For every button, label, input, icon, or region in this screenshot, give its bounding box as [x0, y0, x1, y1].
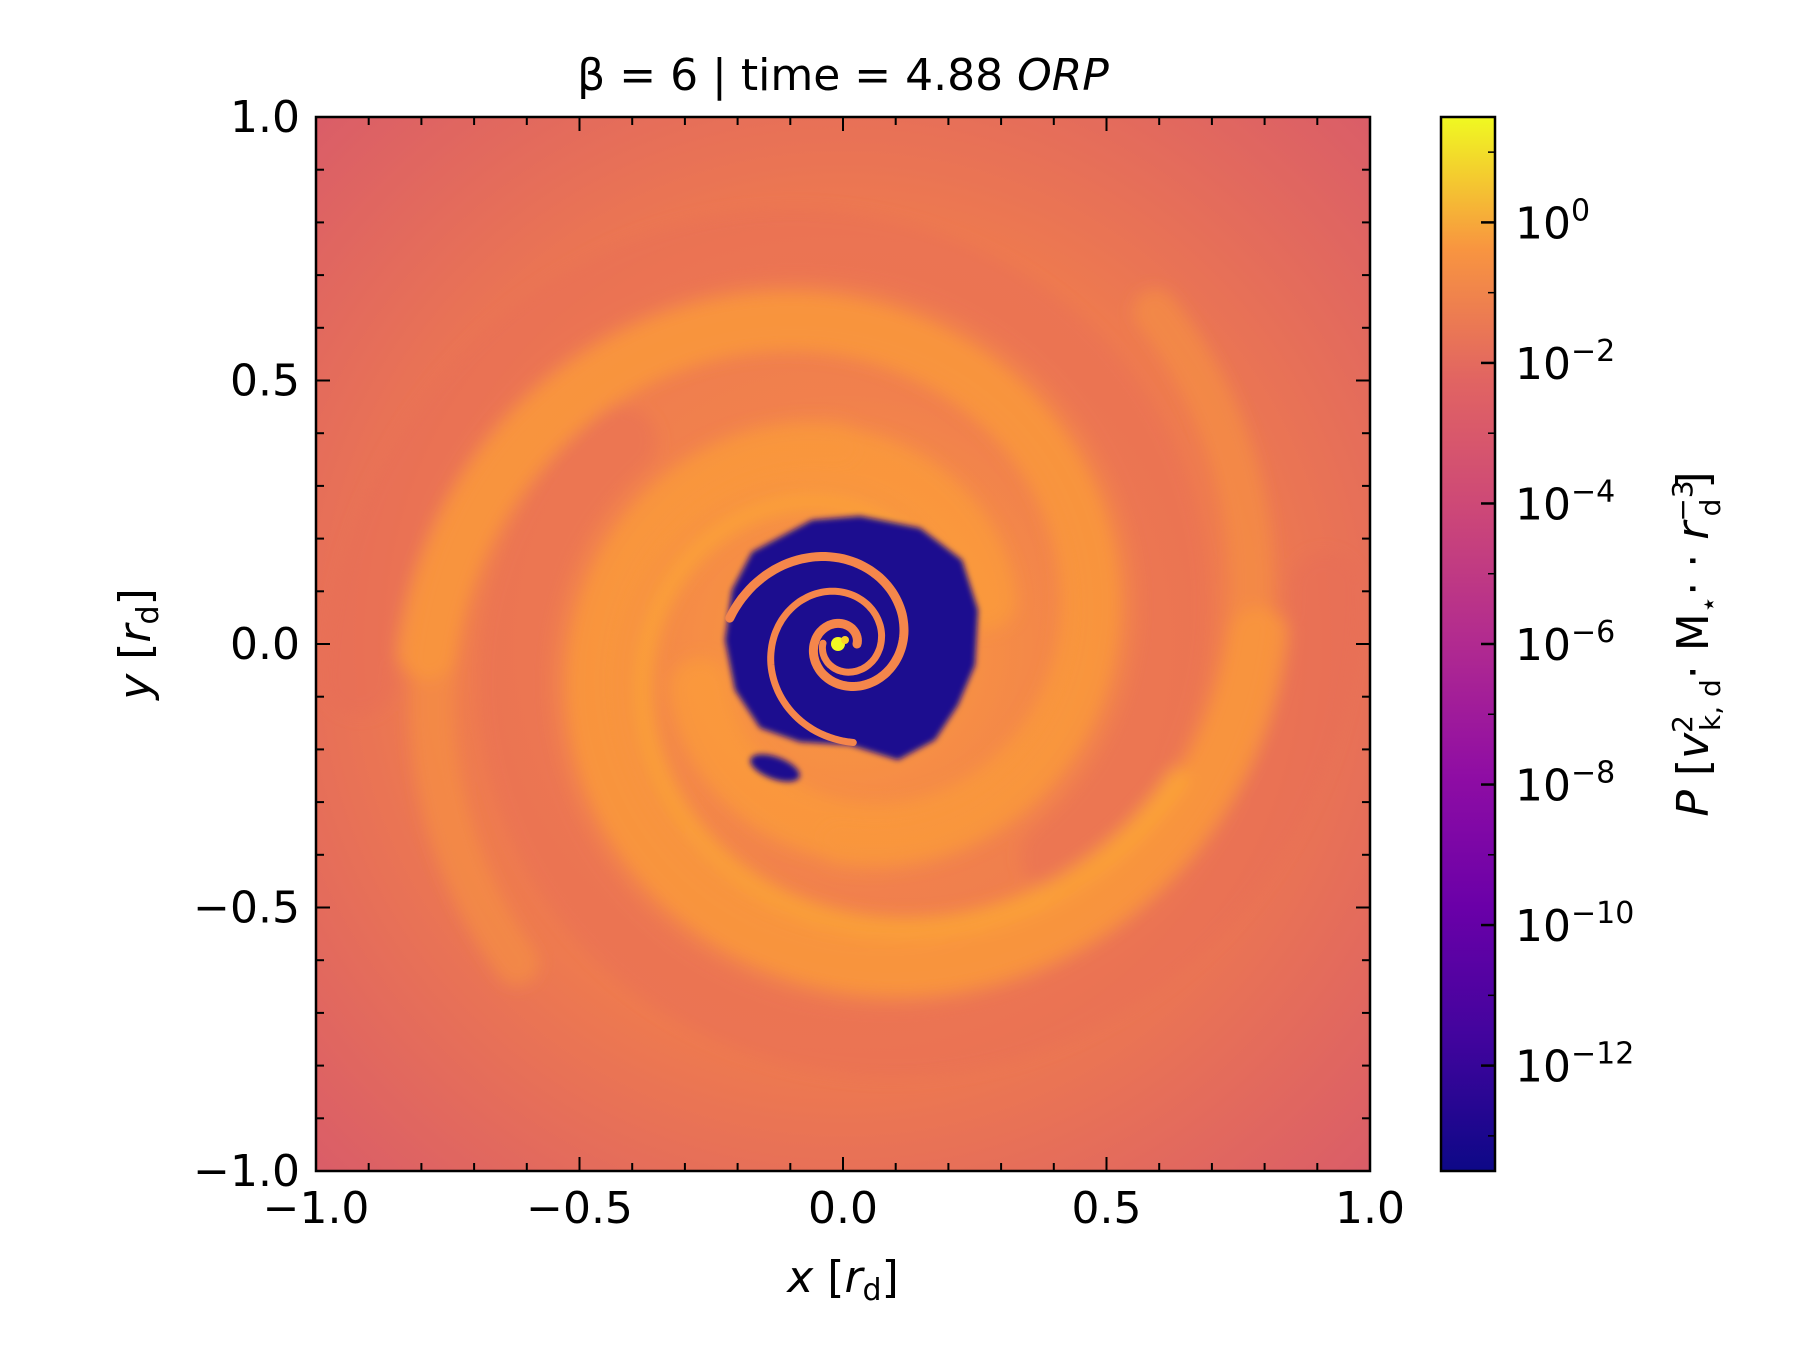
title-unit: ORP	[1017, 50, 1109, 101]
cavity-region	[725, 516, 978, 760]
colorbar: 100 10−2 10−4 10−6 10−8 10−10 10−12 P [v2k, d·…	[1439, 115, 1727, 1173]
title-prefix: β = 6 | time = 4.88	[577, 50, 1017, 101]
x-tick-label: 0.0	[808, 1183, 878, 1234]
x-tick-label: −1.0	[263, 1183, 370, 1234]
y-tick-label: 0.0	[230, 619, 300, 670]
heatmap-image	[316, 117, 1370, 1171]
colorbar-tick-label: 10−10	[1515, 896, 1634, 952]
colorbar-tick-label: 10−6	[1515, 615, 1615, 671]
central-cavity	[725, 516, 978, 782]
colorbar-ticks: 100 10−2 10−4 10−6 10−8 10−10 10−12	[1481, 151, 1634, 1137]
x-tick-label: −0.5	[526, 1183, 633, 1234]
y-tick-label: 0.5	[230, 356, 300, 407]
spiral-gap	[324, 208, 1210, 891]
colorbar-tick-label: 10−4	[1515, 474, 1615, 530]
colorbar-tick-label: 10−2	[1515, 334, 1615, 390]
y-tick-label: 1.0	[230, 92, 300, 143]
y-axis-label: y [rd]	[110, 588, 166, 702]
chart-title: β = 6 | time = 4.88 ORP	[577, 50, 1109, 101]
inner-spiral-arm	[767, 587, 886, 746]
x-axis-ticks: −1.0 −0.5 0.0 0.5 1.0	[263, 117, 1405, 1234]
y-axis-ticks: −1.0 −0.5 0.0 0.5 1.0	[193, 92, 1370, 1197]
x-tick-label: 1.0	[1335, 1183, 1405, 1234]
inner-spiral-arm	[725, 552, 909, 691]
cavity-blob	[750, 754, 800, 782]
colorbar-tick-label: 100	[1515, 193, 1590, 249]
colorbar-tick-label: 10−12	[1515, 1037, 1634, 1093]
y-tick-label: −1.0	[193, 1146, 300, 1197]
inner-spiral	[725, 552, 909, 746]
x-tick-label: 0.5	[1072, 1183, 1142, 1234]
central-star-halo	[841, 636, 849, 644]
x-axis-label: x [rd]	[785, 1252, 899, 1308]
spiral-gap	[477, 406, 1360, 1078]
colorbar-label: P [v2k, d· M⋆· · r−3d]	[1666, 471, 1727, 816]
colorbar-tick-label: 10−8	[1515, 756, 1615, 812]
y-tick-label: −0.5	[193, 883, 300, 934]
